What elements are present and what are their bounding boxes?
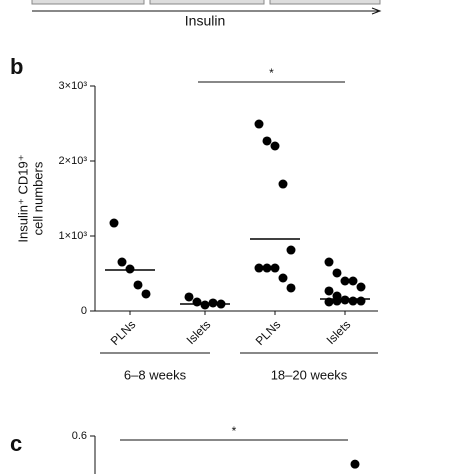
group-label: 18–20 weeks — [271, 367, 348, 382]
data-point — [340, 276, 350, 286]
y-axis-label: cell numbers — [30, 161, 45, 235]
y-axis-label: Insulin⁺ CD19⁺ — [15, 154, 30, 242]
data-point — [262, 263, 272, 273]
data-point — [125, 264, 135, 274]
data-point — [356, 282, 366, 292]
data-point — [133, 280, 143, 290]
data-point — [278, 273, 288, 283]
panel-a-arrowhead — [371, 7, 382, 15]
data-point — [141, 289, 151, 299]
y-tick-label: 0 — [81, 305, 87, 317]
data-point — [200, 300, 210, 310]
group-label: 6–8 weeks — [124, 367, 187, 382]
data-point — [348, 296, 358, 306]
data-point — [254, 263, 264, 273]
y-tick-label: 3×10³ — [59, 80, 88, 92]
y-tick-label: 1×10³ — [59, 230, 88, 242]
data-point — [262, 136, 272, 146]
panel-label: b — [10, 54, 23, 79]
x-tick-label: Islets — [324, 317, 354, 347]
data-point — [332, 268, 342, 278]
data-point — [270, 263, 280, 273]
panel-a-bar — [149, 0, 265, 5]
data-point — [286, 283, 296, 293]
panel-a-label: Insulin — [185, 13, 225, 29]
data-point — [117, 257, 127, 267]
panel-a-bar — [31, 0, 145, 5]
data-point — [192, 297, 202, 307]
data-point — [340, 295, 350, 305]
data-point — [254, 119, 264, 129]
data-point — [324, 257, 334, 267]
data-point — [332, 296, 342, 306]
data-point — [350, 459, 360, 469]
panel-a-bar — [269, 0, 381, 5]
data-point — [348, 276, 358, 286]
data-point — [208, 298, 218, 308]
significance-label: * — [232, 424, 237, 438]
data-point — [324, 286, 334, 296]
x-tick-label: PLNs — [108, 317, 139, 348]
data-point — [356, 296, 366, 306]
y-tick-label: 2×10³ — [59, 155, 88, 167]
data-point — [278, 179, 288, 189]
panel-label: c — [10, 431, 22, 456]
data-point — [109, 218, 119, 228]
data-point — [286, 245, 296, 255]
data-point — [184, 292, 194, 302]
significance-label: * — [269, 66, 274, 80]
x-tick-label: PLNs — [253, 317, 284, 348]
y-tick-label: 0.6 — [72, 430, 87, 442]
x-tick-label: Islets — [184, 317, 214, 347]
data-point — [270, 141, 280, 151]
